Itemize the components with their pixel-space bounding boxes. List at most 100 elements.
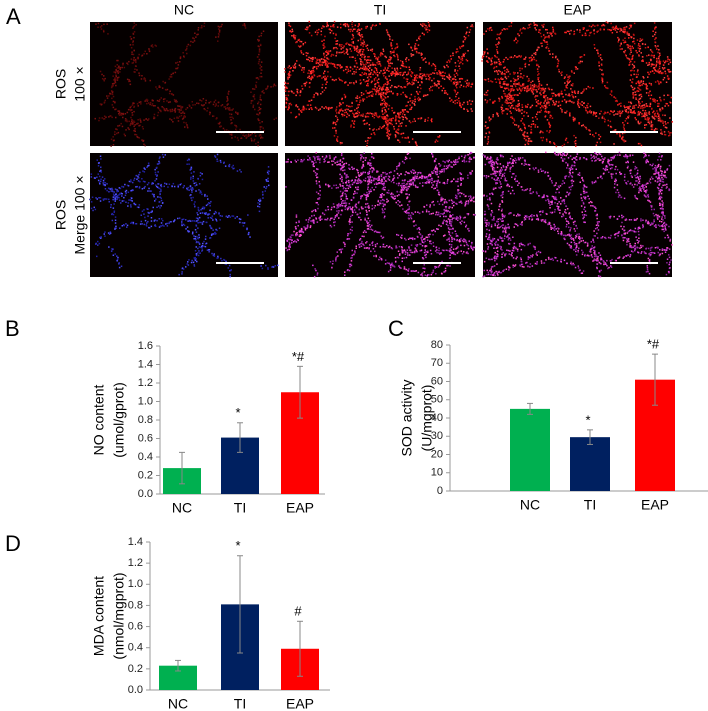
image-dot bbox=[406, 78, 408, 80]
image-dot bbox=[158, 205, 160, 207]
image-dot bbox=[651, 95, 653, 97]
image-dot bbox=[409, 69, 411, 71]
image-dot bbox=[568, 93, 570, 95]
image-dot bbox=[248, 232, 250, 234]
image-dot bbox=[543, 137, 545, 139]
image-dot bbox=[647, 117, 649, 119]
image-dot bbox=[192, 42, 194, 44]
image-dot bbox=[384, 103, 386, 105]
image-dot bbox=[360, 59, 362, 61]
image-dot bbox=[449, 75, 451, 77]
image-dot bbox=[324, 79, 326, 81]
image-dot bbox=[262, 197, 264, 199]
image-dot bbox=[387, 31, 389, 33]
image-dot bbox=[133, 26, 135, 28]
image-dot bbox=[95, 23, 97, 25]
image-dot bbox=[354, 49, 356, 51]
image-dot bbox=[526, 76, 528, 78]
image-dot bbox=[306, 55, 308, 57]
image-dot bbox=[118, 72, 120, 74]
image-dot bbox=[628, 115, 630, 117]
image-dot bbox=[457, 252, 459, 254]
image-dot bbox=[632, 82, 634, 84]
image-dot bbox=[200, 172, 202, 174]
image-dot bbox=[409, 104, 411, 106]
image-dot bbox=[438, 87, 440, 89]
image-dot bbox=[348, 29, 350, 31]
image-dot bbox=[359, 112, 361, 114]
image-dot bbox=[543, 24, 545, 26]
image-dot bbox=[621, 48, 623, 50]
image-dot bbox=[535, 99, 537, 101]
image-dot bbox=[112, 75, 114, 77]
image-dot bbox=[179, 61, 181, 63]
image-dot bbox=[322, 25, 324, 27]
image-dot bbox=[391, 63, 393, 64]
image-dot bbox=[454, 74, 456, 76]
image-dot bbox=[520, 73, 522, 75]
image-dot bbox=[566, 138, 568, 140]
image-dot bbox=[182, 111, 184, 113]
image-dot bbox=[324, 90, 326, 92]
image-dot bbox=[357, 104, 359, 106]
image-dot bbox=[117, 79, 119, 81]
image-dot bbox=[323, 76, 325, 78]
image-dot bbox=[371, 133, 373, 135]
image-dot bbox=[298, 45, 300, 47]
image-dot bbox=[608, 120, 610, 122]
image-dot bbox=[218, 28, 220, 30]
image-dot bbox=[261, 66, 263, 68]
image-dot bbox=[658, 116, 660, 118]
image-dot bbox=[386, 87, 388, 89]
image-dot bbox=[540, 137, 542, 139]
image-dot bbox=[366, 199, 368, 201]
image-dot bbox=[442, 78, 444, 80]
image-dot bbox=[133, 71, 135, 73]
image-dot bbox=[530, 82, 532, 84]
image-dot bbox=[300, 66, 302, 68]
image-dot bbox=[381, 116, 383, 118]
image-dot bbox=[220, 160, 222, 162]
image-dot bbox=[607, 88, 609, 90]
image-dot bbox=[549, 50, 551, 52]
image-dot bbox=[363, 232, 365, 234]
image-dot bbox=[574, 33, 576, 35]
image-dot bbox=[346, 42, 348, 44]
image-dot bbox=[519, 103, 521, 105]
image-dot bbox=[537, 68, 539, 70]
image-dot bbox=[418, 38, 420, 40]
image-dot bbox=[327, 54, 329, 56]
image-dot bbox=[655, 45, 657, 47]
image-dot bbox=[501, 109, 503, 111]
image-dot bbox=[132, 123, 134, 125]
image-dot bbox=[450, 250, 452, 252]
image-dot bbox=[230, 117, 232, 119]
image-dot bbox=[361, 56, 363, 58]
image-dot bbox=[645, 44, 647, 46]
image-dot bbox=[140, 223, 142, 225]
image-dot bbox=[354, 109, 356, 111]
image-dot bbox=[524, 90, 526, 92]
image-dot bbox=[336, 138, 338, 140]
image-dot bbox=[498, 42, 500, 44]
image-dot bbox=[325, 106, 327, 108]
image-dot bbox=[630, 26, 632, 28]
image-dot bbox=[463, 108, 465, 110]
image-dot bbox=[305, 83, 307, 85]
image-dot bbox=[260, 99, 262, 101]
image-dot bbox=[383, 70, 385, 72]
image-dot bbox=[425, 275, 427, 277]
image-dot bbox=[105, 100, 107, 102]
image-dot bbox=[100, 167, 102, 169]
image-dot bbox=[566, 87, 568, 89]
image-dot bbox=[144, 186, 146, 188]
image-dot bbox=[468, 85, 470, 87]
image-dot bbox=[164, 108, 166, 110]
image-dot bbox=[277, 265, 279, 267]
image-dot bbox=[95, 118, 97, 120]
image-dot bbox=[545, 108, 547, 110]
image-dot bbox=[536, 118, 538, 120]
image-dot bbox=[488, 136, 490, 138]
image-dot bbox=[366, 85, 368, 87]
image-dot bbox=[494, 62, 496, 64]
